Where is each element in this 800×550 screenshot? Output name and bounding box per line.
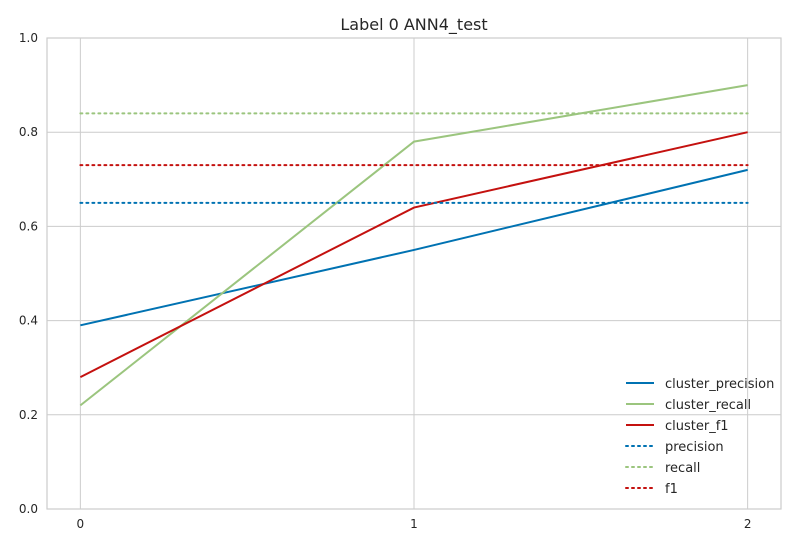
- y-tick-label: 0.4: [19, 314, 38, 328]
- grid: [47, 37, 781, 510]
- legend-label: cluster_recall: [665, 398, 751, 413]
- x-tick-label: 0: [77, 517, 85, 531]
- legend-label: recall: [665, 461, 700, 476]
- legend-label: precision: [665, 440, 724, 455]
- y-tick-label: 1.0: [19, 31, 38, 45]
- series-line-cluster-f1: [79, 131, 748, 379]
- y-tick-label: 0.8: [19, 125, 38, 139]
- legend-label: cluster_f1: [665, 419, 729, 434]
- legend-label: cluster_precision: [665, 377, 774, 392]
- chart-title: Label 0 ANN4_test: [340, 15, 487, 35]
- y-tick-label: 0.6: [19, 219, 38, 233]
- legend-label: f1: [665, 482, 678, 497]
- x-tick-label: 2: [744, 517, 752, 531]
- tick-labels: 0 1 2 0.0 0.2 0.4 0.6 0.8 1.0: [19, 31, 752, 531]
- plot-frame: [46, 37, 782, 510]
- series-line-cluster-recall: [79, 84, 748, 407]
- x-tick-label: 1: [410, 517, 418, 531]
- y-tick-label: 0.2: [19, 408, 38, 422]
- series-lines: [79, 84, 749, 407]
- series-line-cluster-precision: [80, 168, 748, 327]
- legend: cluster_precision cluster_recall cluster_f…: [625, 377, 774, 497]
- y-tick-label: 0.0: [19, 502, 38, 516]
